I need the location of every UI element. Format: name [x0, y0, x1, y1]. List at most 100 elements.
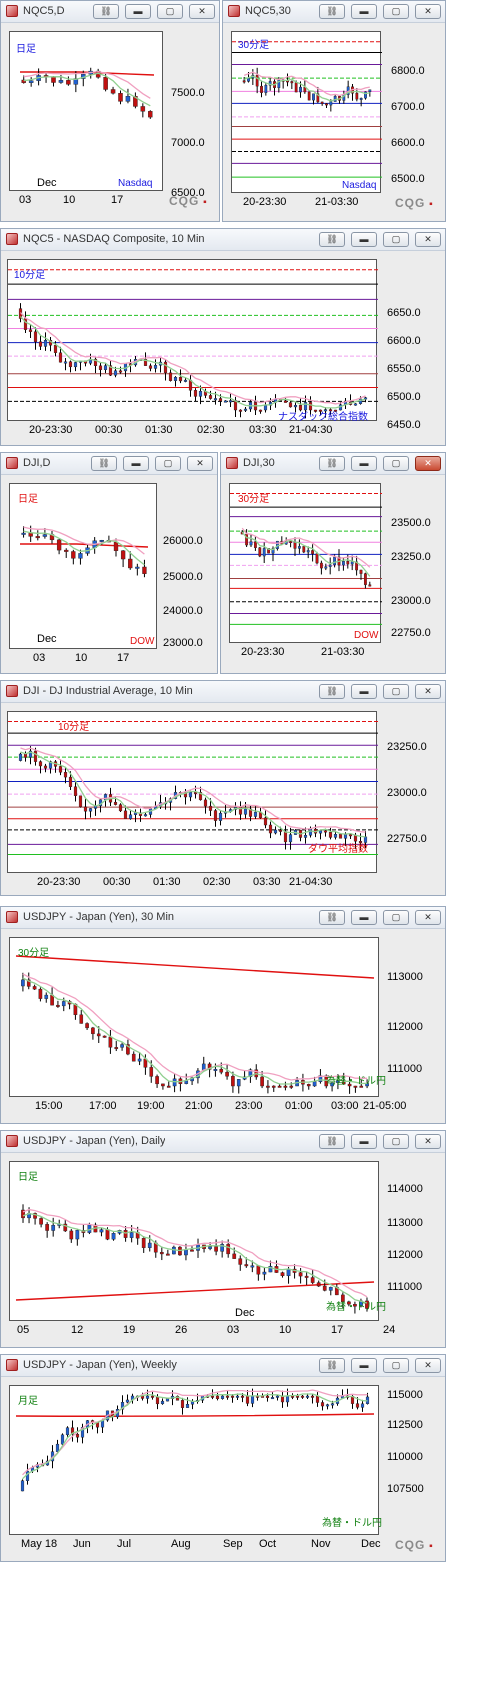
candle-down — [133, 95, 138, 107]
maximize-button[interactable]: ▢ — [383, 684, 409, 699]
window-titlebar[interactable]: NQC5,D ⛓ ▬ ▢ ✕ — [1, 1, 219, 23]
minimize-button[interactable]: ▬ — [351, 1134, 377, 1149]
minimize-button[interactable]: ▬ — [351, 1358, 377, 1373]
window-titlebar[interactable]: NQC5,30 ⛓ ▬ ▢ ✕ — [223, 1, 445, 23]
maximize-button[interactable]: ▢ — [383, 1358, 409, 1373]
candle-down — [33, 331, 38, 342]
candle-down — [271, 1085, 276, 1088]
chart-plot-area[interactable]: 日足 DOW — [9, 483, 157, 649]
link-button[interactable]: ⛓ — [319, 232, 345, 247]
candle-up — [293, 404, 298, 408]
window-titlebar[interactable]: DJI,D ⛓ ▬ ▢ ✕ — [1, 453, 217, 475]
chart-plot-area[interactable]: 日足 Nasdaq — [9, 31, 163, 191]
window-titlebar[interactable]: USDJPY - Japan (Yen), 30 Min ⛓ ▬ ▢ ✕ — [1, 907, 445, 929]
maximize-button[interactable]: ▢ — [383, 910, 409, 925]
y-axis-tick-label: 114000 — [387, 1183, 423, 1195]
link-button[interactable]: ⛓ — [319, 910, 345, 925]
link-button[interactable]: ⛓ — [319, 456, 345, 471]
link-button[interactable]: ⛓ — [93, 4, 119, 19]
long-moving-average — [15, 1413, 375, 1417]
maximize-button[interactable]: ▢ — [383, 456, 409, 471]
maximize-button[interactable]: ▢ — [383, 1134, 409, 1149]
candle-down — [78, 795, 83, 808]
window-titlebar[interactable]: DJI - DJ Industrial Average, 10 Min ⛓ ▬ ▢ ✕ — [1, 681, 445, 703]
candle-down — [166, 1085, 171, 1088]
period-label: 月足 — [18, 1396, 38, 1407]
minimize-button[interactable]: ▬ — [351, 4, 377, 19]
chart-plot-area[interactable]: 日足 為替・ドル円 — [9, 1161, 386, 1321]
cqg-app-icon — [6, 457, 18, 469]
minimize-button[interactable]: ▬ — [351, 910, 377, 925]
candle-down — [365, 1300, 369, 1309]
long-moving-average — [15, 1281, 375, 1301]
window-title: DJI - DJ Industrial Average, 10 Min — [23, 685, 193, 697]
chart-plot-area[interactable]: 10分足 ダウ平均指数 — [7, 711, 378, 873]
chart-plot-area[interactable]: 10分足 ナスダック総合指数 — [7, 259, 378, 423]
candle-up — [153, 365, 158, 369]
close-button[interactable]: ✕ — [187, 456, 213, 471]
y-axis-tick-label: 23500.0 — [391, 517, 431, 529]
moving-average-green — [243, 75, 370, 102]
window-titlebar[interactable]: DJI,30 ⛓ ▬ ▢ ✕ — [221, 453, 445, 475]
x-axis-tick-label: 21-04:30 — [289, 424, 333, 436]
price-chart — [8, 720, 378, 856]
link-button[interactable]: ⛓ — [319, 1358, 345, 1373]
window-titlebar[interactable]: USDJPY - Japan (Yen), Daily ⛓ ▬ ▢ ✕ — [1, 1131, 445, 1153]
nqc5-daily-window: NQC5,D ⛓ ▬ ▢ ✕ 日足 Nasdaq 7500.0 7000.0 6500.0 03 10… — [0, 0, 220, 222]
close-button[interactable]: ✕ — [415, 456, 441, 471]
minimize-button[interactable]: ▬ — [125, 4, 151, 19]
chart-plot-area[interactable]: 30分足 為替・ドル円 — [9, 937, 386, 1097]
candle-up — [328, 564, 332, 567]
candle-down — [359, 1085, 364, 1088]
close-button[interactable]: ✕ — [415, 910, 441, 925]
candle-up — [353, 403, 358, 406]
candle-down — [141, 1237, 146, 1248]
chart-plot-area[interactable]: 30分足 Nasdaq — [231, 31, 382, 193]
maximize-button[interactable]: ▢ — [383, 4, 409, 19]
candle-up — [318, 1075, 323, 1082]
link-button[interactable]: ⛓ — [319, 684, 345, 699]
close-button[interactable]: ✕ — [189, 4, 215, 19]
candle-down — [267, 548, 271, 554]
moving-average-pink — [23, 70, 151, 99]
chart-plot-area[interactable]: 30分足 DOW — [229, 483, 382, 643]
y-axis-tick-label: 22750.0 — [391, 627, 431, 639]
chart-plot-area[interactable]: 月足 為替・ドル円 — [9, 1385, 382, 1535]
link-button[interactable]: ⛓ — [91, 456, 117, 471]
maximize-button[interactable]: ▢ — [383, 232, 409, 247]
close-button[interactable]: ✕ — [415, 232, 441, 247]
minimize-button[interactable]: ▬ — [351, 232, 377, 247]
close-button[interactable]: ✕ — [415, 684, 441, 699]
candle-down — [155, 1396, 160, 1405]
minimize-button[interactable]: ▬ — [351, 456, 377, 471]
close-button[interactable]: ✕ — [415, 1134, 441, 1149]
candle-up — [137, 1058, 142, 1062]
link-button[interactable]: ⛓ — [319, 1134, 345, 1149]
candle-up — [264, 85, 268, 93]
usdjpy-30min-window: USDJPY - Japan (Yen), 30 Min ⛓ ▬ ▢ ✕ 30分足 為替・ド… — [0, 906, 446, 1124]
minimize-button[interactable]: ▬ — [351, 684, 377, 699]
link-button[interactable]: ⛓ — [319, 4, 345, 19]
candle-down — [128, 558, 133, 569]
maximize-button[interactable]: ▢ — [155, 456, 181, 471]
moving-average-green — [23, 530, 145, 566]
candle-up — [250, 1395, 255, 1404]
candle-up — [48, 761, 53, 769]
candle-down — [260, 1076, 264, 1087]
x-axis-tick-label: 17 — [117, 652, 130, 664]
candle-down — [73, 786, 78, 796]
close-button[interactable]: ✕ — [415, 1358, 441, 1373]
candle-down — [295, 1395, 300, 1398]
window-titlebar[interactable]: USDJPY - Japan (Yen), Weekly ⛓ ▬ ▢ ✕ — [1, 1355, 445, 1377]
close-button[interactable]: ✕ — [415, 4, 441, 19]
window-titlebar[interactable]: NQC5 - NASDAQ Composite, 10 Min ⛓ ▬ ▢ ✕ — [1, 229, 445, 251]
candle-down — [83, 806, 88, 812]
y-axis-tick-label: 23250.0 — [387, 741, 427, 753]
candle-down — [68, 361, 73, 368]
y-axis-tick-label: 26000.0 — [163, 535, 203, 547]
candle-down — [168, 372, 173, 381]
maximize-button[interactable]: ▢ — [157, 4, 183, 19]
instrument-watermark: DOW — [130, 636, 155, 647]
minimize-button[interactable]: ▬ — [123, 456, 149, 471]
candle-up — [128, 814, 133, 819]
